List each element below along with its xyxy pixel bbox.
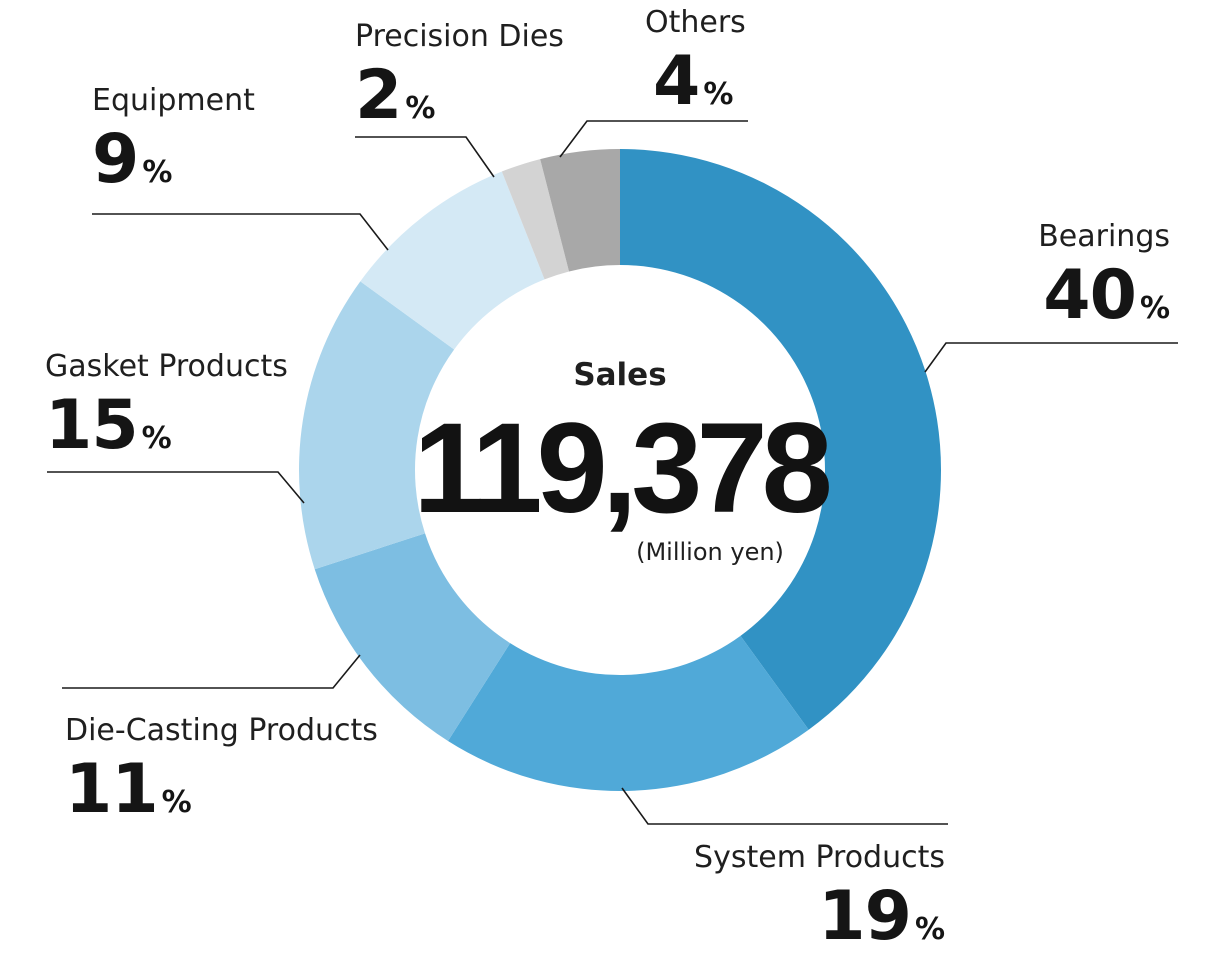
label-name: Bearings xyxy=(1038,219,1170,254)
center-title: Sales xyxy=(573,357,667,393)
label-name: Gasket Products xyxy=(45,349,288,384)
label-name: Precision Dies xyxy=(355,19,564,54)
label-others: Others 4% xyxy=(645,8,746,116)
label-name: Others xyxy=(645,5,746,40)
slice-bearings xyxy=(620,149,941,730)
label-value: 11 xyxy=(65,750,159,829)
slice-gasket-products xyxy=(299,281,455,570)
label-gasket-products: Gasket Products 15% xyxy=(45,352,288,460)
leader-die-casting-products xyxy=(62,654,361,689)
label-unit: % xyxy=(405,91,436,126)
label-value: 4 xyxy=(653,42,700,121)
leader-precision-dies xyxy=(355,136,495,178)
leader-system-products xyxy=(621,787,948,825)
label-precision-dies: Precision Dies 2% xyxy=(355,22,564,130)
label-unit: % xyxy=(161,785,192,820)
leader-others xyxy=(559,120,748,158)
leader-equipment xyxy=(92,213,389,251)
slice-equipment xyxy=(360,171,545,350)
center-unit: (Million yen) xyxy=(636,538,784,566)
slice-precision-dies xyxy=(501,159,570,280)
label-value: 15 xyxy=(45,386,139,465)
slice-others xyxy=(540,149,620,272)
label-unit: % xyxy=(142,155,173,190)
label-unit: % xyxy=(914,912,945,947)
slice-die-casting-products xyxy=(314,533,511,742)
leader-bearings xyxy=(924,342,1178,373)
label-equipment: Equipment 9% xyxy=(92,86,255,194)
label-value: 9 xyxy=(92,120,139,199)
label-bearings: Bearings 40% xyxy=(970,222,1170,330)
center-value: 119,378 xyxy=(413,397,833,540)
label-value: 40 xyxy=(1043,256,1137,335)
label-die-casting-products: Die-Casting Products 11% xyxy=(65,716,378,824)
slice-system-products xyxy=(447,635,809,791)
label-unit: % xyxy=(141,421,172,456)
label-value: 2 xyxy=(355,56,402,135)
label-unit: % xyxy=(1139,291,1170,326)
label-name: Die-Casting Products xyxy=(65,713,378,748)
label-system-products: System Products 19% xyxy=(640,843,945,951)
label-name: Equipment xyxy=(92,83,255,118)
label-unit: % xyxy=(703,77,734,112)
leader-gasket-products xyxy=(47,471,305,504)
label-value: 19 xyxy=(818,877,912,956)
label-name: System Products xyxy=(694,840,945,875)
